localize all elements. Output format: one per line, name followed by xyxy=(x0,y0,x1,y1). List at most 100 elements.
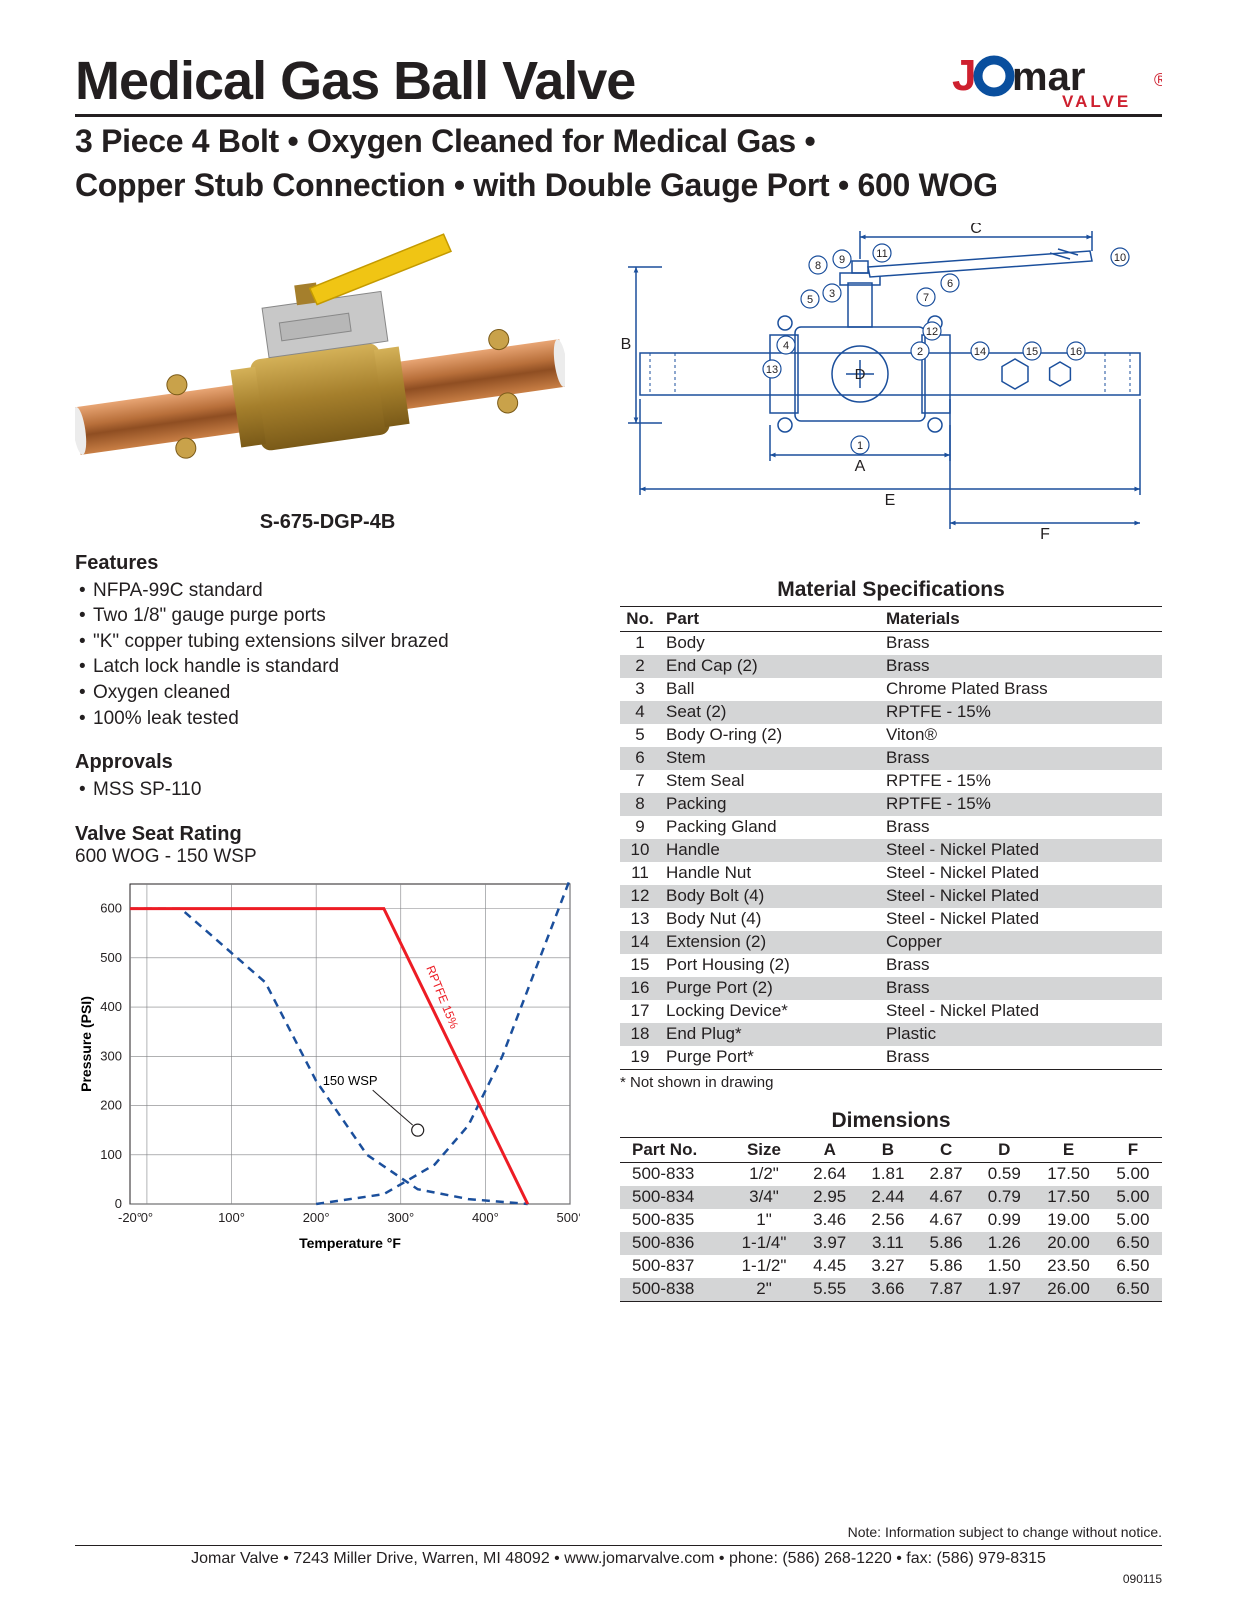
table-row: 500-8371-1/2"4.453.275.861.5023.506.50 xyxy=(620,1255,1162,1278)
materials-header: No. xyxy=(620,606,660,631)
table-row: 500-8361-1/4"3.973.115.861.2620.006.50 xyxy=(620,1232,1162,1255)
dimensions-header: B xyxy=(859,1137,917,1162)
svg-text:500: 500 xyxy=(100,950,122,965)
svg-text:RPTFE 15%: RPTFE 15% xyxy=(423,964,461,1031)
subtitle-line2: Copper Stub Connection • with Double Gau… xyxy=(75,167,1162,205)
svg-text:4: 4 xyxy=(783,340,789,352)
dimensions-title: Dimensions xyxy=(620,1109,1162,1133)
svg-text:100: 100 xyxy=(100,1147,122,1162)
footer-note: Note: Information subject to change with… xyxy=(848,1524,1162,1540)
dimensions-header: Size xyxy=(727,1137,800,1162)
feature-item: NFPA-99C standard xyxy=(75,578,580,604)
table-row: 3BallChrome Plated Brass xyxy=(620,678,1162,701)
svg-text:C: C xyxy=(970,223,982,237)
svg-text:300°: 300° xyxy=(387,1210,414,1225)
dimensions-header: A xyxy=(801,1137,859,1162)
svg-text:3: 3 xyxy=(829,288,835,300)
table-row: 14Extension (2)Copper xyxy=(620,931,1162,954)
svg-text:1: 1 xyxy=(857,440,863,452)
dimensions-header: Part No. xyxy=(620,1137,727,1162)
svg-text:500°: 500° xyxy=(557,1210,580,1225)
feature-item: 100% leak tested xyxy=(75,706,580,732)
technical-diagram: AEFBCD12345678910111213141516 xyxy=(620,223,1160,553)
svg-text:J: J xyxy=(952,52,976,100)
svg-text:15: 15 xyxy=(1026,346,1038,358)
feature-item: "K" copper tubing extensions silver braz… xyxy=(75,629,580,655)
materials-table: No.PartMaterials 1BodyBrass2End Cap (2)B… xyxy=(620,606,1162,1070)
materials-header: Part xyxy=(660,606,880,631)
chart-subtitle: 600 WOG - 150 WSP xyxy=(75,846,580,868)
svg-text:E: E xyxy=(885,492,896,509)
content: S-675-DGP-4B Features NFPA-99C standardT… xyxy=(75,223,1162,1302)
header: Medical Gas Ball Valve J mar ® VALVE 3 P… xyxy=(75,50,1162,205)
feature-item: Oxygen cleaned xyxy=(75,680,580,706)
svg-text:100°: 100° xyxy=(218,1210,245,1225)
svg-text:8: 8 xyxy=(815,260,821,272)
svg-text:5: 5 xyxy=(807,294,813,306)
feature-item: Two 1/8" gauge purge ports xyxy=(75,603,580,629)
svg-text:200°: 200° xyxy=(303,1210,330,1225)
table-row: 19Purge Port*Brass xyxy=(620,1046,1162,1070)
feature-item: Latch lock handle is standard xyxy=(75,654,580,680)
table-row: 500-8343/4"2.952.444.670.7917.505.00 xyxy=(620,1186,1162,1209)
svg-text:600: 600 xyxy=(100,901,122,916)
svg-text:16: 16 xyxy=(1070,346,1082,358)
svg-text:400°: 400° xyxy=(472,1210,499,1225)
footer-line: Jomar Valve • 7243 Miller Drive, Warren,… xyxy=(191,1550,1046,1567)
svg-text:13: 13 xyxy=(766,364,778,376)
materials-footnote: * Not shown in drawing xyxy=(620,1074,1162,1091)
svg-text:14: 14 xyxy=(974,346,986,358)
svg-text:Pressure (PSI): Pressure (PSI) xyxy=(78,996,94,1092)
dimensions-header: C xyxy=(917,1137,975,1162)
svg-text:6: 6 xyxy=(947,278,953,290)
dimensions-table: Part No.SizeABCDEF 500-8331/2"2.641.812.… xyxy=(620,1137,1162,1302)
table-row: 2End Cap (2)Brass xyxy=(620,655,1162,678)
table-row: 12Body Bolt (4)Steel - Nickel Plated xyxy=(620,885,1162,908)
chart-title: Valve Seat Rating xyxy=(75,823,580,846)
table-row: 8PackingRPTFE - 15% xyxy=(620,793,1162,816)
features-heading: Features xyxy=(75,552,580,575)
table-row: 500-8382"5.553.667.871.9726.006.50 xyxy=(620,1278,1162,1302)
svg-text:10: 10 xyxy=(1114,252,1126,264)
table-row: 17Locking Device*Steel - Nickel Plated xyxy=(620,1000,1162,1023)
svg-text:2: 2 xyxy=(917,346,923,358)
svg-text:11: 11 xyxy=(876,248,887,260)
approvals-heading: Approvals xyxy=(75,751,580,774)
table-row: 15Port Housing (2)Brass xyxy=(620,954,1162,977)
table-row: 9Packing GlandBrass xyxy=(620,816,1162,839)
svg-text:150 WSP: 150 WSP xyxy=(323,1073,378,1088)
table-row: 500-8351"3.462.564.670.9919.005.00 xyxy=(620,1209,1162,1232)
logo-subtext: VALVE xyxy=(1062,92,1131,111)
table-row: 5Body O-ring (2)Viton® xyxy=(620,724,1162,747)
approval-item: MSS SP-110 xyxy=(75,777,580,803)
product-photo xyxy=(75,223,565,503)
svg-text:0°: 0° xyxy=(141,1210,153,1225)
dimensions-header: D xyxy=(975,1137,1033,1162)
svg-text:0: 0 xyxy=(115,1196,122,1211)
svg-text:7: 7 xyxy=(923,292,929,304)
table-row: 10HandleSteel - Nickel Plated xyxy=(620,839,1162,862)
svg-text:Temperature °F: Temperature °F xyxy=(299,1235,401,1251)
svg-text:A: A xyxy=(855,458,866,475)
svg-text:300: 300 xyxy=(100,1048,122,1063)
valve-seat-chart: 0100200300400500600-20°0°100°200°300°400… xyxy=(75,874,580,1254)
svg-text:B: B xyxy=(621,336,632,353)
table-row: 18End Plug*Plastic xyxy=(620,1023,1162,1046)
features-list: NFPA-99C standardTwo 1/8" gauge purge po… xyxy=(75,578,580,732)
subtitle-line1: 3 Piece 4 Bolt • Oxygen Cleaned for Medi… xyxy=(75,123,1162,161)
svg-text:9: 9 xyxy=(839,254,845,266)
logo: J mar ® VALVE xyxy=(952,52,1162,112)
table-row: 500-8331/2"2.641.812.870.5917.505.00 xyxy=(620,1162,1162,1186)
title-row: Medical Gas Ball Valve J mar ® VALVE xyxy=(75,50,1162,117)
table-row: 16Purge Port (2)Brass xyxy=(620,977,1162,1000)
dimensions-header: F xyxy=(1104,1137,1162,1162)
footer: Note: Information subject to change with… xyxy=(75,1545,1162,1568)
table-row: 7Stem SealRPTFE - 15% xyxy=(620,770,1162,793)
left-column: S-675-DGP-4B Features NFPA-99C standardT… xyxy=(75,223,580,1302)
right-column: AEFBCD12345678910111213141516 Material S… xyxy=(620,223,1162,1302)
table-row: 4Seat (2)RPTFE - 15% xyxy=(620,701,1162,724)
table-row: 1BodyBrass xyxy=(620,631,1162,655)
svg-text:200: 200 xyxy=(100,1098,122,1113)
model-number: S-675-DGP-4B xyxy=(75,511,580,534)
dimensions-header: E xyxy=(1033,1137,1103,1162)
